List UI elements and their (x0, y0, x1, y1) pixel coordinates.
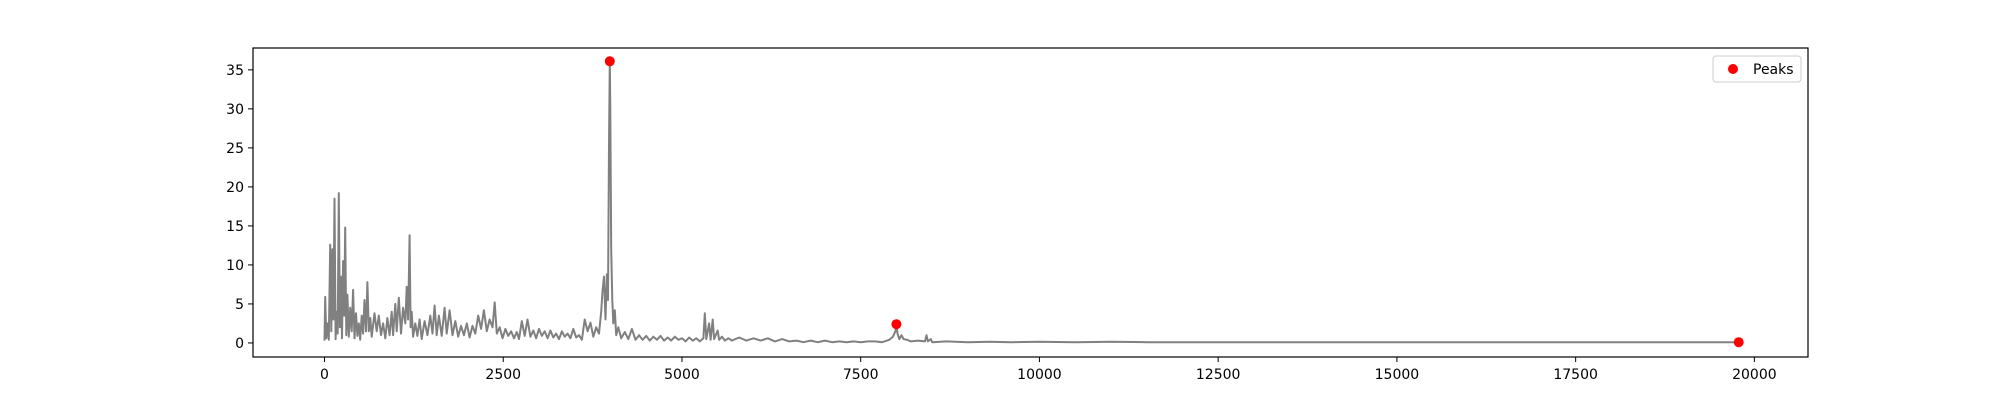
x-tick-label-8: 20000 (1732, 367, 1777, 383)
axes-frame (252, 47, 1809, 358)
legend: Peaks (1712, 55, 1802, 83)
x-tick-label-5: 12500 (1196, 367, 1241, 383)
x-tick-label-2: 5000 (664, 367, 700, 383)
peak-point-1 (891, 319, 902, 330)
y-tick-label-0: 0 (235, 336, 244, 352)
x-tick-label-6: 15000 (1375, 367, 1420, 383)
y-tick-label-3: 15 (226, 219, 244, 235)
x-tick-label-0: 0 (320, 367, 329, 383)
legend-box (1712, 55, 1802, 83)
legend-label-peaks: Peaks (1753, 62, 1794, 78)
x-tick-label-3: 7500 (843, 367, 879, 383)
y-tick-label-2: 10 (226, 258, 244, 274)
y-tick-label-7: 35 (226, 63, 244, 79)
x-tick-label-1: 2500 (485, 367, 521, 383)
peak-point-2 (1733, 337, 1744, 348)
series-line-0 (323, 60, 1739, 344)
y-tick-label-5: 25 (226, 141, 244, 157)
x-tick-label-7: 17500 (1553, 367, 1598, 383)
y-tick-label-6: 30 (226, 102, 244, 118)
peak-point-0 (604, 56, 615, 67)
legend-marker-peaks (1728, 64, 1738, 74)
plot-area (323, 56, 1744, 348)
axes: 0 2500 5000 7500 10000 12500 15000 17500 20000 0 5… (226, 47, 1809, 383)
y-tick-label-4: 20 (226, 180, 244, 196)
x-tick-label-4: 10000 (1017, 367, 1062, 383)
y-tick-label-1: 5 (235, 297, 244, 313)
